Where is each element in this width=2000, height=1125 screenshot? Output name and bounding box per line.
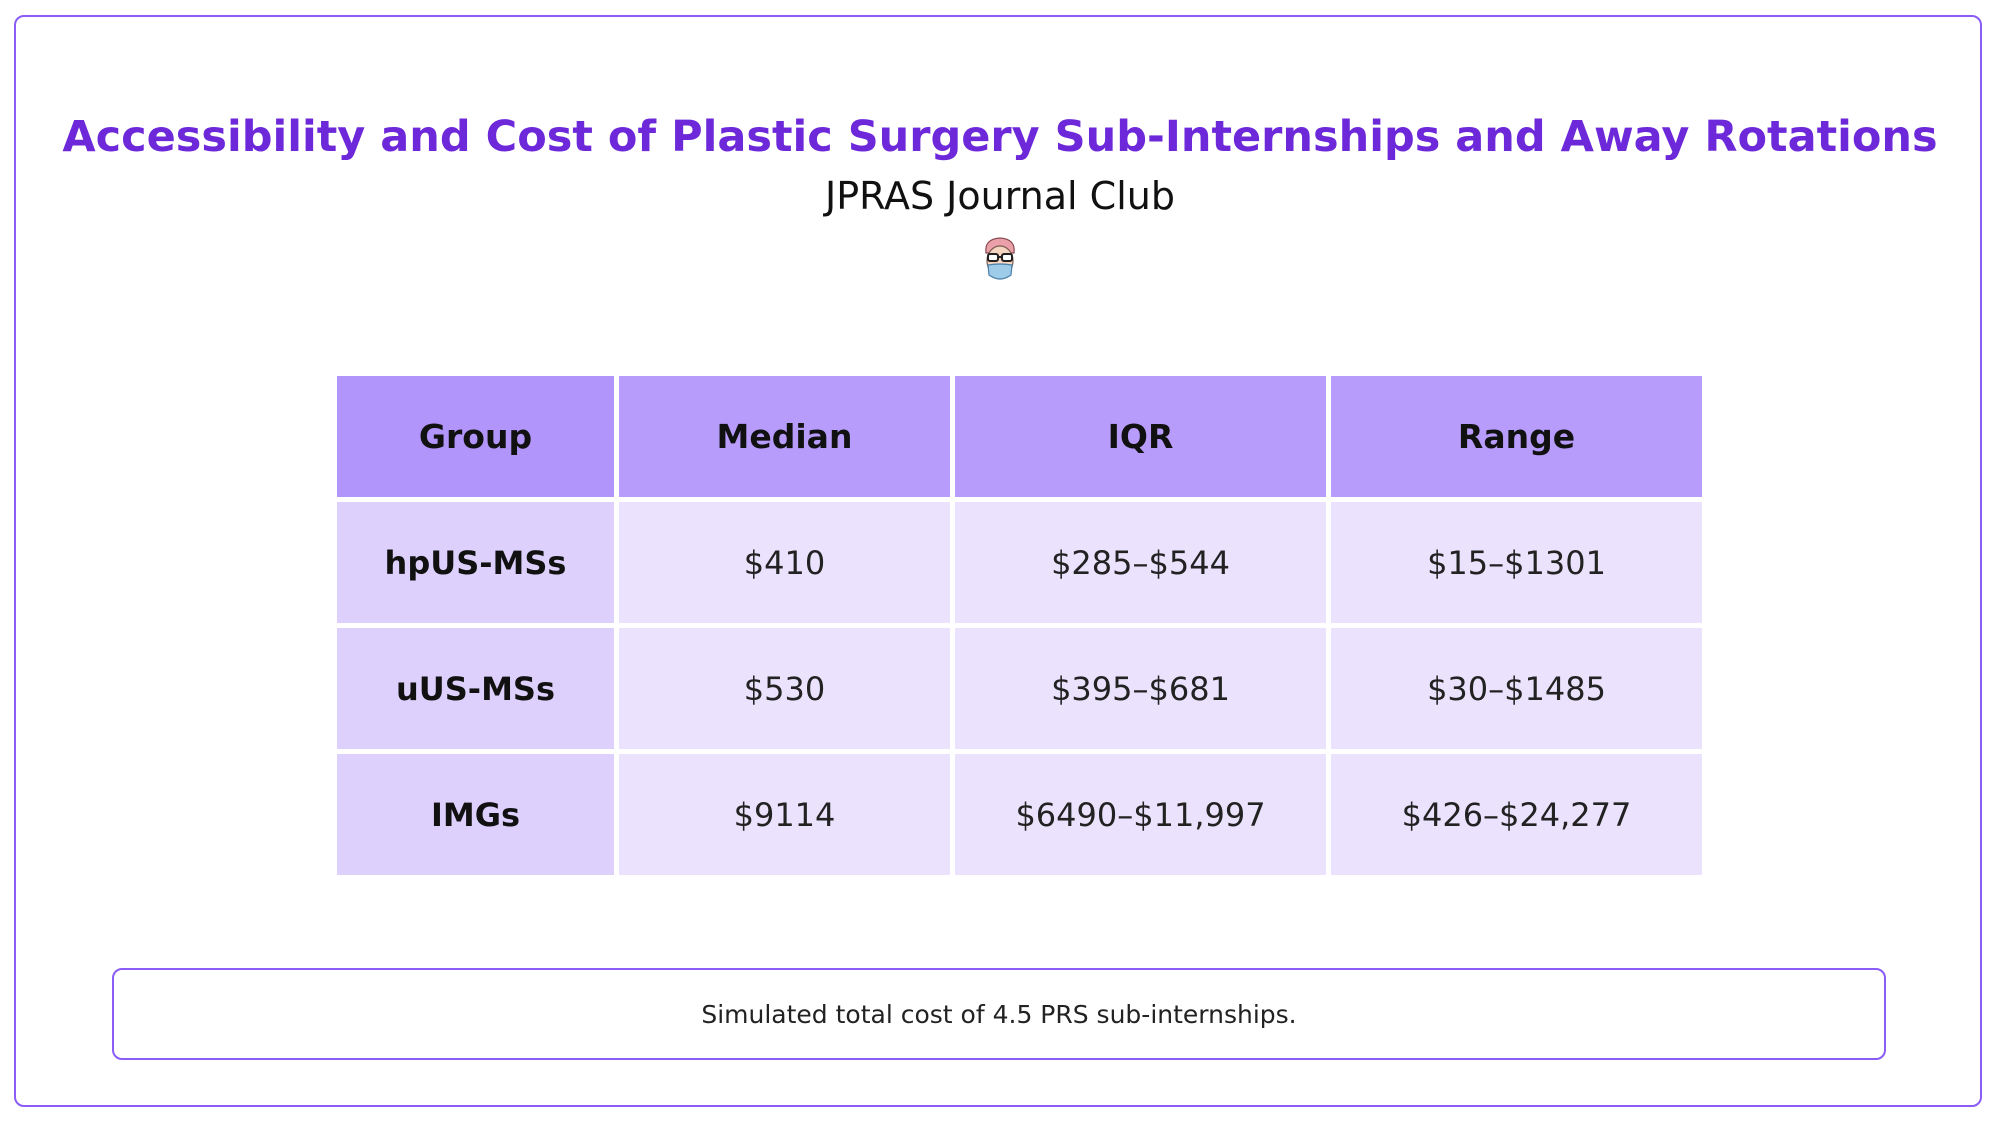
table-row: uUS-MSs $530 $395–$681 $30–$1485 (337, 628, 1702, 749)
table-cell: $410 (619, 502, 950, 623)
title: Accessibility and Cost of Plastic Surger… (62, 112, 1938, 162)
row-header: uUS-MSs (337, 628, 614, 749)
table-row: IMGs $9114 $6490–$11,997 $426–$24,277 (337, 754, 1702, 875)
table-cell: $285–$544 (955, 502, 1326, 623)
cost-table: Group Median IQR Range hpUS-MSs $410 $285–$54… (332, 371, 1707, 880)
avatar-icon (985, 237, 1015, 280)
column-header: Group (337, 376, 614, 497)
subtitle: JPRAS Journal Club (825, 174, 1175, 218)
column-header: Range (1331, 376, 1702, 497)
slide-frame (14, 15, 1982, 1107)
header-row: Group Median IQR Range (337, 376, 1702, 497)
row-header: hpUS-MSs (337, 502, 614, 623)
column-header: Median (619, 376, 950, 497)
table-cell: $30–$1485 (1331, 628, 1702, 749)
table-cell: $426–$24,277 (1331, 754, 1702, 875)
table-cell: $530 (619, 628, 950, 749)
row-header: IMGs (337, 754, 614, 875)
table-cell: $6490–$11,997 (955, 754, 1326, 875)
table-row: hpUS-MSs $410 $285–$544 $15–$1301 (337, 502, 1702, 623)
column-header: IQR (955, 376, 1326, 497)
table-cell: $15–$1301 (1331, 502, 1702, 623)
table-cell: $395–$681 (955, 628, 1326, 749)
table-cell: $9114 (619, 754, 950, 875)
caption: Simulated total cost of 4.5 PRS sub-inte… (112, 968, 1886, 1060)
